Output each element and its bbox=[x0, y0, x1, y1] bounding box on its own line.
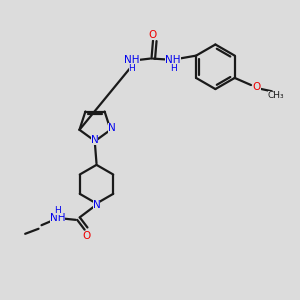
Text: NH: NH bbox=[165, 55, 181, 65]
Text: O: O bbox=[149, 30, 157, 40]
Text: H: H bbox=[128, 64, 135, 73]
Text: O: O bbox=[82, 231, 91, 241]
Text: O: O bbox=[253, 82, 261, 92]
Text: NH: NH bbox=[50, 213, 65, 224]
Text: CH₃: CH₃ bbox=[268, 91, 285, 100]
Text: N: N bbox=[91, 136, 98, 146]
Text: N: N bbox=[93, 200, 101, 210]
Text: H: H bbox=[54, 206, 61, 215]
Text: NH: NH bbox=[124, 55, 140, 65]
Text: H: H bbox=[170, 64, 177, 73]
Text: N: N bbox=[109, 123, 116, 133]
